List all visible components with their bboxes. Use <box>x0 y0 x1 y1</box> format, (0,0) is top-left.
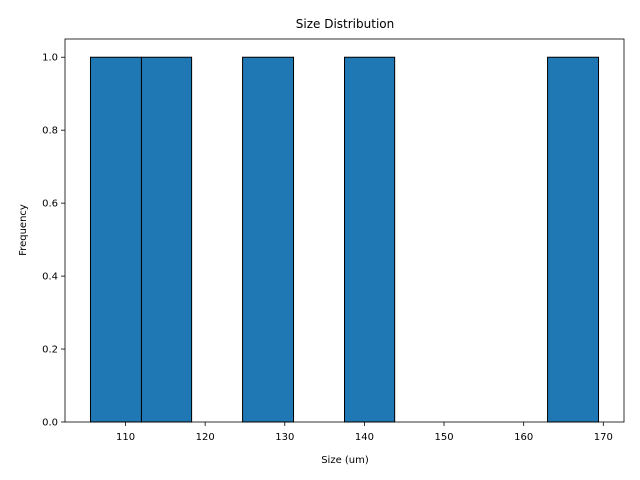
x-tick-label: 120 <box>196 432 215 443</box>
bars-group <box>89 56 600 423</box>
y-tick-label: 0.2 <box>42 345 58 356</box>
y-tick-label: 1.0 <box>42 53 58 64</box>
y-tick-label: 0.4 <box>42 272 58 283</box>
histogram-bar-5 <box>344 56 396 423</box>
plot-frame <box>64 38 625 423</box>
x-tick-label: 130 <box>275 432 294 443</box>
y-tick-label: 0.6 <box>42 199 58 210</box>
x-tick-label: 170 <box>594 432 613 443</box>
x-tick-label: 160 <box>514 432 533 443</box>
y-axis-label: Frequency <box>18 204 29 256</box>
x-tick-label: 110 <box>116 432 135 443</box>
y-axis-ticks: 0.0 0.2 0.4 0.6 0.8 1.0 <box>42 53 65 429</box>
x-tick-label: 150 <box>434 432 453 443</box>
chart-title: Size Distribution <box>296 17 394 31</box>
histogram-bar-1 <box>140 56 193 423</box>
histogram-bar-0 <box>89 56 142 423</box>
x-tick-label: 140 <box>355 432 374 443</box>
x-axis-ticks: 110 120 130 140 150 160 170 <box>116 422 613 443</box>
y-tick-label: 0.0 <box>42 418 58 429</box>
histogram-bar-3 <box>242 56 295 423</box>
histogram-bar-9 <box>547 56 600 423</box>
x-axis-label: Size (um) <box>321 455 369 466</box>
y-tick-label: 0.8 <box>42 126 58 137</box>
